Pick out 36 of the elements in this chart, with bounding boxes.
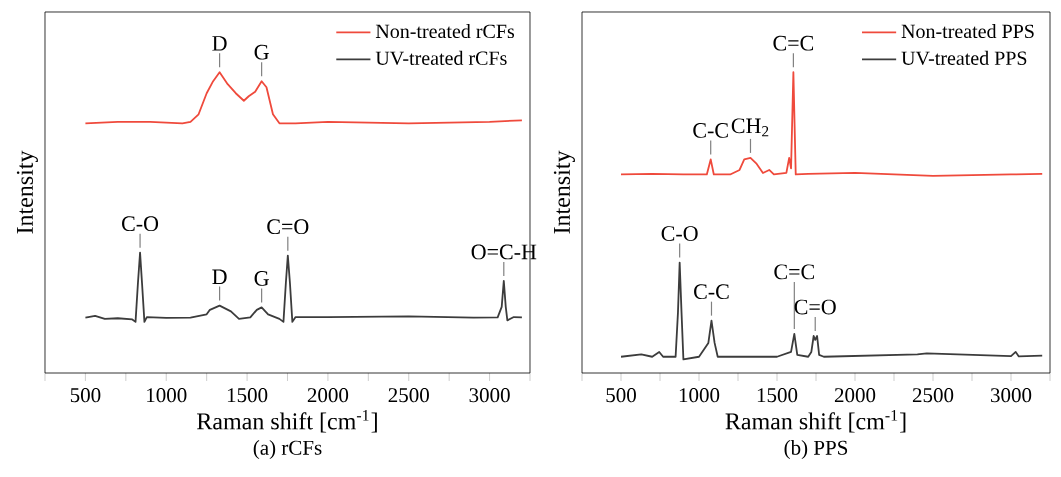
x-tick-label: 1000 <box>147 388 187 403</box>
annotation: C=C <box>773 35 814 51</box>
x-tick-label: 500 <box>70 388 101 403</box>
x-axis-title: Raman shift [cm$^{-1}$] <box>197 409 377 433</box>
legend-label: Non-treated PPS <box>901 23 1034 39</box>
x-tick-label: 1500 <box>227 388 268 403</box>
annotation: G <box>254 44 269 60</box>
annotation: O=C-H <box>471 244 537 260</box>
legend-label: Non-treated rCFs <box>375 23 515 39</box>
y-axis-title: Intensity <box>16 150 38 234</box>
annotation: CH$_{2}$ <box>731 118 769 137</box>
annotation: D <box>212 269 227 284</box>
x-tick-label: 2500 <box>388 388 429 403</box>
annotation: C-C <box>693 123 728 138</box>
x-tick-label: 3000 <box>469 388 510 403</box>
annotation: C-O <box>661 226 698 241</box>
annotation: C-O <box>122 216 159 232</box>
annotation: C=O <box>267 219 309 235</box>
annotation: C=O <box>794 299 836 315</box>
x-tick-label: 2000 <box>307 388 349 403</box>
x-tick-label: 500 <box>606 388 636 403</box>
annotation: C=C <box>774 264 814 280</box>
x-tick-label: 3000 <box>991 388 1032 403</box>
x-tick-label: 2500 <box>912 388 954 403</box>
text: (b) PPS <box>784 440 848 460</box>
legend-label: UV-treated PPS <box>901 50 1027 66</box>
x-tick-label: 2000 <box>834 388 876 403</box>
annotation: G <box>254 271 269 286</box>
legend-label: UV-treated rCFs <box>375 50 507 66</box>
x-tick-label: 1000 <box>679 388 720 403</box>
x-axis-title: Raman shift [cm$^{-1}$] <box>725 409 906 433</box>
annotation: C-C <box>694 284 729 300</box>
text: (a) rCFs <box>253 440 322 460</box>
x-tick-label: 1500 <box>757 388 798 403</box>
y-axis-title: Intensity <box>553 150 575 234</box>
annotation: D <box>212 36 227 51</box>
